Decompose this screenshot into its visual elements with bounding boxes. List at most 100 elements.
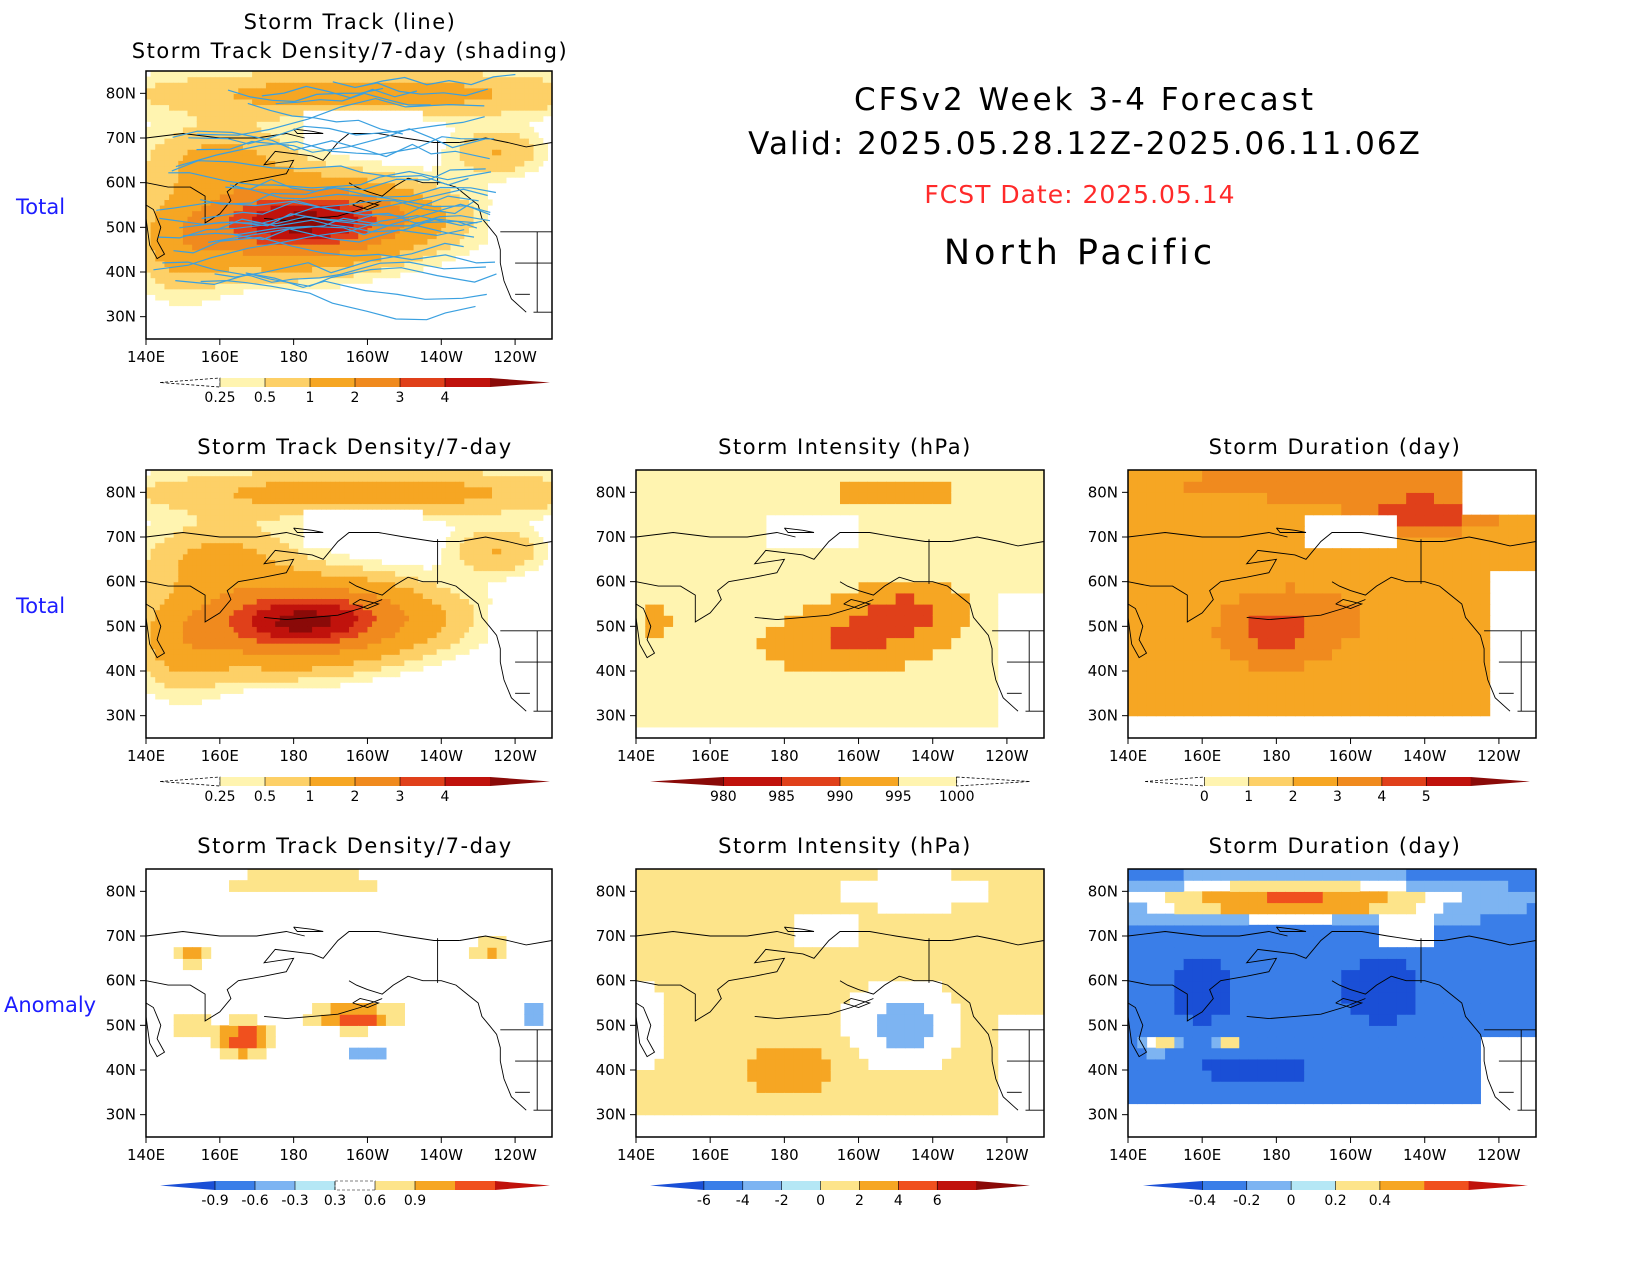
shading-cell <box>182 210 189 217</box>
shading-cell <box>155 199 161 206</box>
shading-cell <box>441 110 447 117</box>
shading-cell <box>247 277 253 284</box>
shading-cell <box>229 548 235 555</box>
shading-cell <box>473 110 479 117</box>
shading-cell <box>210 570 216 577</box>
shading-cell <box>505 154 512 161</box>
shading-cell <box>321 564 327 572</box>
shading-cell <box>302 260 309 268</box>
shading-cell <box>192 294 198 301</box>
shading-cell <box>224 665 230 672</box>
shading-cell <box>335 82 341 89</box>
shading-cell <box>261 503 267 510</box>
shading-cell <box>408 665 415 672</box>
shading-cell <box>159 693 166 700</box>
shading-cell <box>376 182 382 189</box>
storm-track <box>153 214 483 271</box>
shading-cell <box>242 548 249 555</box>
shading-cell <box>164 620 170 627</box>
shading-cell <box>321 272 327 279</box>
shading-cell <box>473 193 479 201</box>
shading-cell <box>349 98 355 106</box>
shading-cell <box>279 193 286 201</box>
shading-cell <box>182 648 189 655</box>
shading-cell <box>169 514 175 521</box>
shading-cell <box>252 537 258 544</box>
shading-cell <box>219 126 226 134</box>
shading-cell <box>468 98 475 106</box>
shading-cell <box>187 615 193 622</box>
shading-cell <box>284 475 290 482</box>
shading-cell <box>224 542 230 549</box>
shading-cell <box>182 659 189 667</box>
shading-cell <box>173 244 179 251</box>
shading-cell <box>159 126 166 134</box>
shading-cell <box>224 687 230 694</box>
shading-cell <box>219 553 226 560</box>
shading-cell <box>173 564 179 572</box>
shading-cell <box>302 87 309 94</box>
shading-cell <box>547 71 553 78</box>
shading-cell <box>358 266 364 273</box>
shading-cell <box>159 509 166 516</box>
shading-cell <box>390 637 396 644</box>
shading-cell <box>390 232 396 240</box>
shading-cell <box>404 238 410 245</box>
shading-cell <box>261 525 267 533</box>
shading-cell <box>275 671 281 678</box>
shading-cell <box>459 160 465 167</box>
shading-cell <box>413 587 419 594</box>
shading-cell <box>164 631 170 639</box>
shading-cell <box>265 503 272 510</box>
shading-cell <box>247 149 253 156</box>
shading-cell <box>270 648 276 655</box>
shading-cell <box>224 497 230 505</box>
shading-cell <box>150 93 156 100</box>
storm-track <box>275 92 431 106</box>
shading-cell <box>155 188 161 195</box>
shading-cell <box>372 232 378 240</box>
shading-cell <box>284 205 290 212</box>
shading-cell <box>201 592 207 600</box>
shading-cell <box>501 165 507 173</box>
shading-cell <box>146 182 152 189</box>
shading-cell <box>390 205 396 212</box>
shading-cell <box>376 216 382 223</box>
shading-cell <box>395 104 401 111</box>
shading-cell <box>298 132 304 139</box>
shading-cell <box>270 682 276 689</box>
shading-cell <box>408 87 415 94</box>
shading-cell <box>482 177 489 184</box>
shading-cell <box>478 110 484 117</box>
shading-cell <box>445 98 452 106</box>
shading-cell <box>265 104 272 111</box>
shading-cell <box>146 687 152 694</box>
shading-cell <box>159 165 166 173</box>
shading-cell <box>284 620 290 627</box>
shading-cell <box>385 104 392 111</box>
shading-cell <box>224 143 230 150</box>
shading-cell <box>302 470 309 477</box>
shading-cell <box>192 177 198 184</box>
shading-cell <box>321 244 327 251</box>
shading-cell <box>468 82 475 89</box>
shading-cell <box>441 98 447 106</box>
shading-cell <box>146 249 152 256</box>
shading-cell <box>256 149 262 156</box>
shading-cell <box>224 260 230 268</box>
shading-cell <box>482 205 489 212</box>
shading-cell <box>219 138 226 145</box>
shading-cell <box>155 492 161 499</box>
shading-cell <box>399 564 405 572</box>
shading-cell <box>178 126 184 134</box>
shading-cell <box>524 76 530 83</box>
shading-cell <box>169 525 175 533</box>
shading-cell <box>376 71 382 78</box>
shading-cell <box>395 643 401 650</box>
shading-cell <box>312 255 318 262</box>
shading-cell <box>196 481 202 488</box>
shading-cell <box>192 609 198 616</box>
shading-cell <box>224 604 230 611</box>
shading-cell <box>385 576 392 583</box>
shading-cell <box>459 216 465 223</box>
